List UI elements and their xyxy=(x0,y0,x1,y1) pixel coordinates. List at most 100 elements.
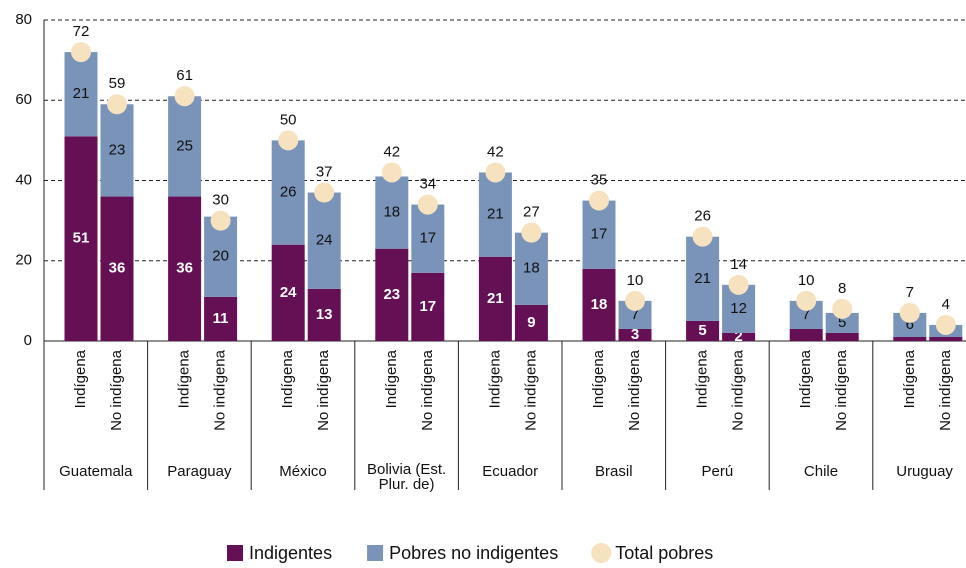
x-tick-label: Indígena xyxy=(279,349,296,408)
total-label: 27 xyxy=(523,204,540,221)
bar-segment xyxy=(204,296,238,341)
value-label: 5 xyxy=(698,322,706,339)
total-marker xyxy=(589,190,609,211)
value-label: 20 xyxy=(212,248,229,265)
bar-segment xyxy=(582,200,616,269)
total-marker xyxy=(832,298,853,319)
bar-segment xyxy=(271,140,305,245)
total-marker xyxy=(174,86,195,107)
total-label: 50 xyxy=(280,111,297,128)
value-label: 36 xyxy=(109,260,126,277)
value-label: 51 xyxy=(73,230,90,247)
group-label-line: Plur. de) xyxy=(379,476,435,493)
bar-segment xyxy=(722,332,756,341)
x-tick-label: Indígena xyxy=(797,349,814,408)
x-tick-label: No indígena xyxy=(108,349,125,431)
total-label: 34 xyxy=(419,176,436,193)
x-tick-label: No indígena xyxy=(730,349,747,431)
bar-segment xyxy=(64,52,98,137)
total-marker xyxy=(71,42,91,63)
total-marker xyxy=(417,194,438,215)
bar-segment xyxy=(411,204,445,273)
x-tick-label: No indígena xyxy=(937,349,954,431)
total-label: 59 xyxy=(109,75,126,92)
value-label: 11 xyxy=(213,310,229,327)
total-label: 61 xyxy=(176,67,193,84)
legend-marker xyxy=(591,543,612,563)
total-marker xyxy=(107,94,127,115)
bar-segment xyxy=(64,136,98,341)
x-tick-label: Indígena xyxy=(72,349,89,408)
total-marker xyxy=(935,314,956,335)
y-tick-label: 80 xyxy=(15,11,32,28)
group-label: Perú xyxy=(702,463,734,480)
bar-segment xyxy=(375,248,409,341)
bar-segment xyxy=(168,96,202,197)
x-tick-label: Indígena xyxy=(694,349,711,408)
bar-segment xyxy=(307,288,341,341)
legend-label: Pobres no indigentes xyxy=(389,543,558,563)
total-label: 14 xyxy=(730,256,747,273)
total-marker xyxy=(278,130,299,151)
total-marker xyxy=(899,302,920,323)
total-marker xyxy=(521,222,542,243)
total-label: 10 xyxy=(627,272,644,289)
x-tick-label: No indígena xyxy=(833,349,850,431)
legend-label: Total pobres xyxy=(615,543,713,563)
bar-segment xyxy=(478,256,512,341)
bar-segment xyxy=(100,104,134,197)
value-label: 7 xyxy=(802,306,810,323)
bar-segment xyxy=(478,172,512,257)
value-label: 12 xyxy=(730,300,747,317)
value-label: 21 xyxy=(487,206,504,223)
total-marker xyxy=(625,290,645,311)
total-marker xyxy=(692,226,713,247)
x-tick-label: Indígena xyxy=(590,349,607,408)
value-label: 17 xyxy=(419,298,436,315)
bar-segment xyxy=(271,244,305,341)
y-tick-label: 0 xyxy=(24,332,32,349)
value-label: 18 xyxy=(383,204,400,221)
total-marker xyxy=(796,290,817,311)
total-label: 8 xyxy=(838,280,846,297)
value-label: 7 xyxy=(631,306,639,323)
bar-segment xyxy=(825,312,859,333)
group-label: Paraguay xyxy=(167,463,232,480)
bar-segment xyxy=(789,328,823,341)
total-marker xyxy=(728,274,749,295)
group-label: Uruguay xyxy=(896,463,953,480)
total-label: 42 xyxy=(383,143,400,160)
bar-segment xyxy=(514,304,548,341)
value-label: 17 xyxy=(591,226,608,243)
value-label: 21 xyxy=(694,270,711,287)
legend-swatch xyxy=(367,545,384,561)
total-marker xyxy=(485,162,506,183)
value-label: 2 xyxy=(734,328,742,345)
group-label: Guatemala xyxy=(59,463,133,480)
legend-swatch xyxy=(227,545,243,561)
bar-segment xyxy=(686,236,720,321)
total-label: 42 xyxy=(487,143,504,160)
bar-segment xyxy=(929,336,963,341)
value-label: 6 xyxy=(906,316,914,333)
bar-segment xyxy=(825,332,859,341)
value-label: 24 xyxy=(280,284,297,301)
total-label: 37 xyxy=(316,164,333,181)
group-label-line: Bolivia (Est. xyxy=(367,461,446,478)
group-label: México xyxy=(279,463,327,480)
total-label: 35 xyxy=(591,172,608,189)
group-label: Ecuador xyxy=(482,463,538,480)
value-label: 26 xyxy=(280,184,297,201)
bar-segment xyxy=(100,196,134,341)
bar-segment xyxy=(686,320,720,341)
x-tick-label: No indígena xyxy=(315,349,332,431)
bar-segment xyxy=(582,268,616,341)
bar-segment xyxy=(411,272,445,341)
bar-segment xyxy=(618,328,652,341)
bar-segment xyxy=(168,196,202,341)
value-label: 23 xyxy=(383,286,400,303)
value-label: 9 xyxy=(527,314,535,331)
legend-label: Indigentes xyxy=(249,543,332,563)
y-tick-label: 40 xyxy=(15,171,32,188)
